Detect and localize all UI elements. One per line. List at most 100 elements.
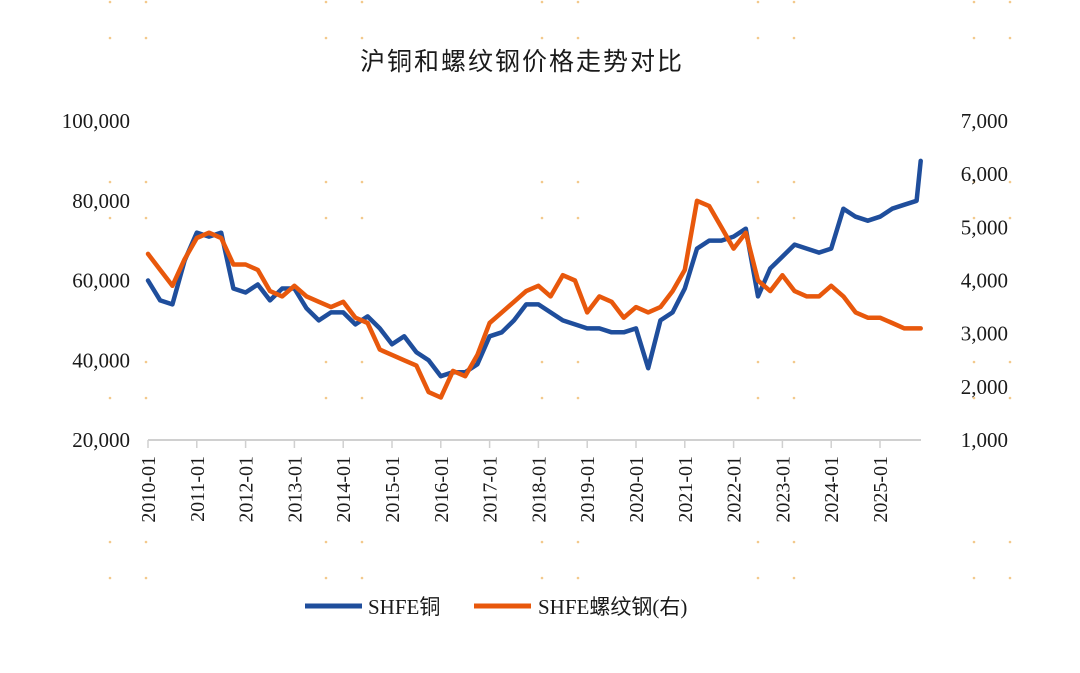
background-dot xyxy=(108,0,112,4)
background-dot xyxy=(108,576,112,580)
background-dot xyxy=(144,36,148,40)
chart-title: 沪铜和螺纹钢价格走势对比 xyxy=(360,47,684,76)
background-dot xyxy=(324,0,328,4)
background-dot xyxy=(108,216,112,220)
x-tick-label: 2014-01 xyxy=(333,456,355,523)
background-dot xyxy=(144,216,148,220)
background-dot xyxy=(756,540,760,544)
background-dot xyxy=(792,540,796,544)
background-dot xyxy=(972,576,976,580)
background-dot xyxy=(540,0,544,4)
y-right-tick-label: 3,000 xyxy=(961,322,1008,346)
background-dot xyxy=(360,36,364,40)
background-dot xyxy=(972,0,976,4)
background-dot xyxy=(792,0,796,4)
x-tick-label: 2025-01 xyxy=(870,456,892,523)
background-dot xyxy=(972,540,976,544)
background-dot xyxy=(360,180,364,184)
background-dot xyxy=(144,360,148,364)
background-dot xyxy=(324,216,328,220)
y-right-tick-label: 6,000 xyxy=(961,162,1008,186)
y-left-tick-label: 60,000 xyxy=(72,269,130,293)
y-right-tick-label: 4,000 xyxy=(961,269,1008,293)
y-right-tick-label: 2,000 xyxy=(961,375,1008,399)
background-dot xyxy=(108,36,112,40)
background-dot xyxy=(576,180,580,184)
background-dot xyxy=(576,36,580,40)
background-dot xyxy=(360,360,364,364)
background-dot xyxy=(972,180,976,184)
x-tick-label: 2020-01 xyxy=(626,456,648,523)
y-left-tick-label: 80,000 xyxy=(72,189,130,213)
background-dot xyxy=(360,576,364,580)
x-tick-label: 2023-01 xyxy=(772,456,794,523)
y-left-tick-label: 100,000 xyxy=(62,109,130,133)
background-dot xyxy=(144,0,148,4)
x-tick-label: 2017-01 xyxy=(480,456,502,523)
background-dot xyxy=(144,540,148,544)
x-tick-label: 2015-01 xyxy=(382,456,404,523)
background-dot xyxy=(324,360,328,364)
background-dot xyxy=(972,216,976,220)
x-tick-label: 2019-01 xyxy=(577,456,599,523)
background-dot xyxy=(1008,180,1012,184)
background-dot xyxy=(1008,0,1012,4)
series-layer xyxy=(145,158,923,400)
background-dot xyxy=(576,360,580,364)
background-dot xyxy=(144,396,148,400)
background-dot xyxy=(540,576,544,580)
background-dot xyxy=(540,180,544,184)
x-axis: 2010-01 2011-01 2012-01 2013-01 2014-01 2015-… xyxy=(138,440,892,523)
background-dot xyxy=(360,540,364,544)
background-dot xyxy=(756,360,760,364)
background-dot xyxy=(756,576,760,580)
legend: SHFE铜 SHFE螺纹钢(右) xyxy=(305,595,687,619)
background-dot xyxy=(1008,540,1012,544)
background-dot xyxy=(360,216,364,220)
background-dot xyxy=(972,36,976,40)
background-dot xyxy=(324,36,328,40)
left-axis: 20,000 40,000 60,000 80,000 100,000 xyxy=(62,109,130,452)
background-dot xyxy=(756,216,760,220)
background-dot xyxy=(792,576,796,580)
background-dot xyxy=(324,576,328,580)
x-tick-label: 2024-01 xyxy=(821,456,843,523)
series-line-copper xyxy=(145,158,923,379)
background-dot xyxy=(576,576,580,580)
background-dot xyxy=(792,396,796,400)
x-tick-label: 2022-01 xyxy=(724,456,746,523)
background-dot xyxy=(756,396,760,400)
background-dot xyxy=(324,180,328,184)
background-dot xyxy=(576,0,580,4)
background-dot xyxy=(108,360,112,364)
background-dot xyxy=(576,216,580,220)
background-dot xyxy=(576,540,580,544)
background-dot xyxy=(972,360,976,364)
background-dot xyxy=(108,180,112,184)
x-tick-label: 2021-01 xyxy=(675,456,697,523)
background-dot xyxy=(792,36,796,40)
background-dot xyxy=(792,216,796,220)
x-tick-label: 2010-01 xyxy=(138,456,160,523)
legend-label-copper: SHFE铜 xyxy=(368,595,440,619)
background-dot xyxy=(792,180,796,184)
background-dot xyxy=(1008,360,1012,364)
background-dot xyxy=(540,216,544,220)
background-dot xyxy=(1008,36,1012,40)
background-dot xyxy=(1008,576,1012,580)
y-right-tick-label: 5,000 xyxy=(961,215,1008,239)
y-left-tick-label: 40,000 xyxy=(72,348,130,372)
background-dot xyxy=(756,180,760,184)
x-tick-label: 2016-01 xyxy=(431,456,453,523)
background-dot xyxy=(144,180,148,184)
background-dot xyxy=(540,540,544,544)
background-dot xyxy=(756,0,760,4)
background-dot xyxy=(756,36,760,40)
y-left-tick-label: 20,000 xyxy=(72,428,130,452)
x-tick-label: 2012-01 xyxy=(236,456,258,523)
x-tick-label: 2011-01 xyxy=(187,456,209,522)
background-dot xyxy=(360,0,364,4)
x-tick-label: 2013-01 xyxy=(284,456,306,523)
background-dot xyxy=(324,396,328,400)
